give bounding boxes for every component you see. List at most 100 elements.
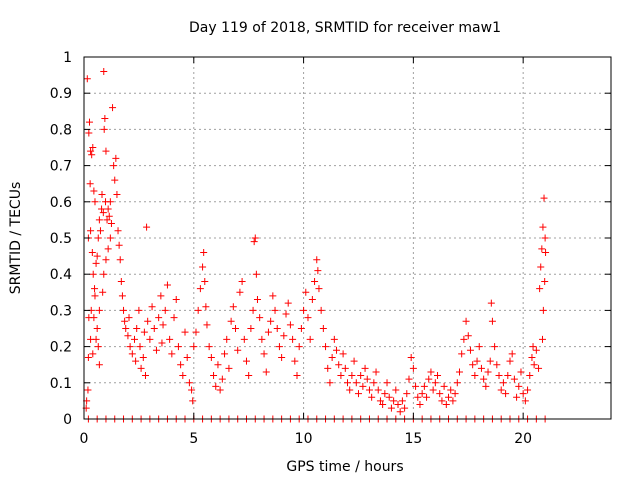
data-point xyxy=(508,350,516,358)
data-point xyxy=(286,321,294,329)
tick-labels-layer: 00.10.20.30.40.50.60.70.80.910 5 10 15 20 xyxy=(50,50,532,447)
data-point xyxy=(350,357,358,365)
data-point xyxy=(125,314,133,322)
data-point xyxy=(383,379,391,387)
data-point xyxy=(203,321,211,329)
data-point xyxy=(306,335,314,343)
data-point xyxy=(314,267,322,275)
data-point xyxy=(189,397,197,405)
data-point xyxy=(267,317,275,325)
data-point xyxy=(194,306,202,314)
y-tick-label: 0.9 xyxy=(50,86,72,102)
data-point xyxy=(504,372,512,380)
data-point xyxy=(89,144,97,151)
y-tick-label: 0 xyxy=(63,412,72,428)
data-point xyxy=(317,306,325,314)
data-point xyxy=(155,314,163,322)
y-tick-label: 0.1 xyxy=(50,376,72,392)
data-point xyxy=(418,390,426,398)
data-point xyxy=(94,234,102,242)
data-point xyxy=(111,176,119,184)
data-point xyxy=(275,343,283,351)
data-point xyxy=(104,245,112,253)
data-point xyxy=(315,285,323,293)
y-tick-label: 0.7 xyxy=(50,159,72,175)
data-point xyxy=(394,401,402,409)
data-point xyxy=(258,335,266,343)
data-point xyxy=(158,339,166,347)
data-point xyxy=(497,386,505,394)
data-point xyxy=(385,393,393,401)
data-point xyxy=(216,386,224,394)
data-point xyxy=(493,361,501,369)
data-point xyxy=(319,325,327,332)
data-point xyxy=(232,325,240,332)
data-point xyxy=(177,361,185,369)
data-point xyxy=(252,270,260,278)
data-point xyxy=(322,343,330,351)
data-point xyxy=(242,357,250,365)
data-point xyxy=(196,285,204,293)
data-point xyxy=(535,364,543,372)
data-point xyxy=(313,256,321,264)
data-point xyxy=(85,314,93,322)
data-point xyxy=(250,238,258,246)
data-point xyxy=(181,328,189,336)
data-point xyxy=(346,386,354,394)
data-point xyxy=(84,353,92,361)
data-point xyxy=(429,386,437,394)
data-point xyxy=(280,332,288,340)
data-point xyxy=(337,372,345,380)
data-point xyxy=(140,328,148,336)
y-tick-label: 0.5 xyxy=(50,231,72,247)
data-point xyxy=(537,263,545,271)
y-axis-label: SRMTID / TECUs xyxy=(8,182,24,295)
data-point xyxy=(102,147,110,155)
y-tick-label: 1 xyxy=(63,50,72,66)
data-point xyxy=(398,397,406,405)
data-point xyxy=(93,325,101,332)
data-point xyxy=(462,317,470,325)
data-point xyxy=(333,346,341,354)
data-point xyxy=(85,118,93,126)
data-point xyxy=(449,397,457,405)
data-point xyxy=(99,209,107,217)
data-point xyxy=(179,372,187,380)
data-point xyxy=(229,303,237,311)
data-point xyxy=(392,386,400,394)
data-point xyxy=(135,306,143,314)
data-point xyxy=(455,368,463,376)
data-point xyxy=(118,292,126,300)
data-point xyxy=(100,125,108,133)
data-point xyxy=(357,372,365,380)
data-point xyxy=(521,397,529,405)
data-point xyxy=(354,390,362,398)
data-point xyxy=(221,350,229,358)
data-point xyxy=(513,393,521,401)
data-point xyxy=(436,390,444,398)
data-point xyxy=(104,205,112,213)
data-point xyxy=(311,277,319,285)
data-point xyxy=(538,335,546,343)
data-point xyxy=(144,317,152,325)
data-point xyxy=(168,350,176,358)
data-point xyxy=(93,252,101,260)
data-point xyxy=(251,234,259,242)
data-point xyxy=(308,296,316,304)
data-point xyxy=(330,335,338,343)
data-point xyxy=(120,306,128,314)
data-point xyxy=(172,296,180,304)
data-point xyxy=(137,364,145,372)
x-tick-label: 5 xyxy=(189,431,198,447)
data-point xyxy=(487,299,495,307)
data-point xyxy=(542,248,550,256)
data-point xyxy=(458,350,466,358)
y-tick-label: 0.2 xyxy=(50,340,72,356)
data-point xyxy=(100,270,108,278)
data-point xyxy=(372,368,380,376)
data-point xyxy=(116,256,124,264)
grid-layer xyxy=(84,57,611,419)
data-point xyxy=(295,343,303,351)
data-point xyxy=(471,372,479,380)
data-point xyxy=(447,386,455,394)
